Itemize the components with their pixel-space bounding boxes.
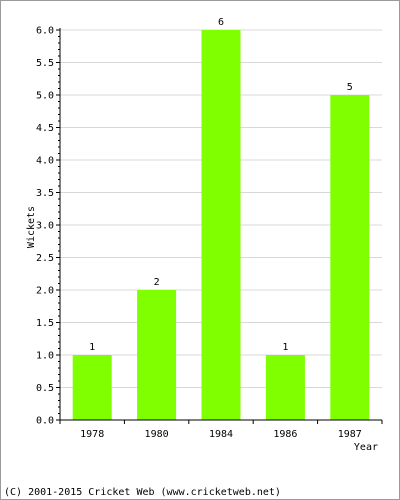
- y-tick-label: 2.0: [36, 286, 54, 297]
- bar-value-label: 1: [89, 342, 95, 353]
- bars: [72, 30, 370, 420]
- x-tick-label: 1980: [145, 429, 169, 440]
- x-axis-title: Year: [354, 442, 378, 453]
- y-tick-label: 4.5: [36, 123, 54, 134]
- y-tick-label: 3.0: [36, 221, 54, 232]
- y-tick-label: 2.5: [36, 253, 54, 264]
- y-tick-label: 0.0: [36, 416, 54, 427]
- x-tick-label: 1978: [80, 429, 104, 440]
- axes: [56, 28, 383, 424]
- y-tick-label: 5.5: [36, 58, 54, 69]
- bar-value-label: 1: [282, 342, 288, 353]
- bar: [330, 95, 370, 420]
- x-tick-label: 1987: [338, 429, 362, 440]
- bar-value-label: 5: [347, 82, 353, 93]
- y-tick-label: 6.0: [36, 26, 54, 37]
- y-tick-label: 1.0: [36, 351, 54, 362]
- y-tick-label: 3.5: [36, 188, 54, 199]
- y-tick-label: 0.5: [36, 383, 54, 394]
- bar: [265, 355, 305, 420]
- bar: [72, 355, 112, 420]
- y-axis-title: Wickets: [26, 206, 37, 248]
- y-tick-label: 1.5: [36, 318, 54, 329]
- copyright-footer: (C) 2001-2015 Cricket Web (www.cricketwe…: [4, 487, 281, 498]
- labels: 0.0 0.5 1.0 1.5 2.0 2.5 3.0 3.5 4.0 4.5 5.0 5.5 6.0 1…: [36, 17, 362, 440]
- bar-value-label: 2: [154, 277, 160, 288]
- bar: [137, 290, 177, 420]
- x-tick-label: 1984: [209, 429, 233, 440]
- bar: [201, 30, 241, 420]
- y-tick-label: 4.0: [36, 156, 54, 167]
- x-tick-label: 1986: [273, 429, 297, 440]
- y-tick-label: 5.0: [36, 91, 54, 102]
- bar-value-label: 6: [218, 17, 224, 28]
